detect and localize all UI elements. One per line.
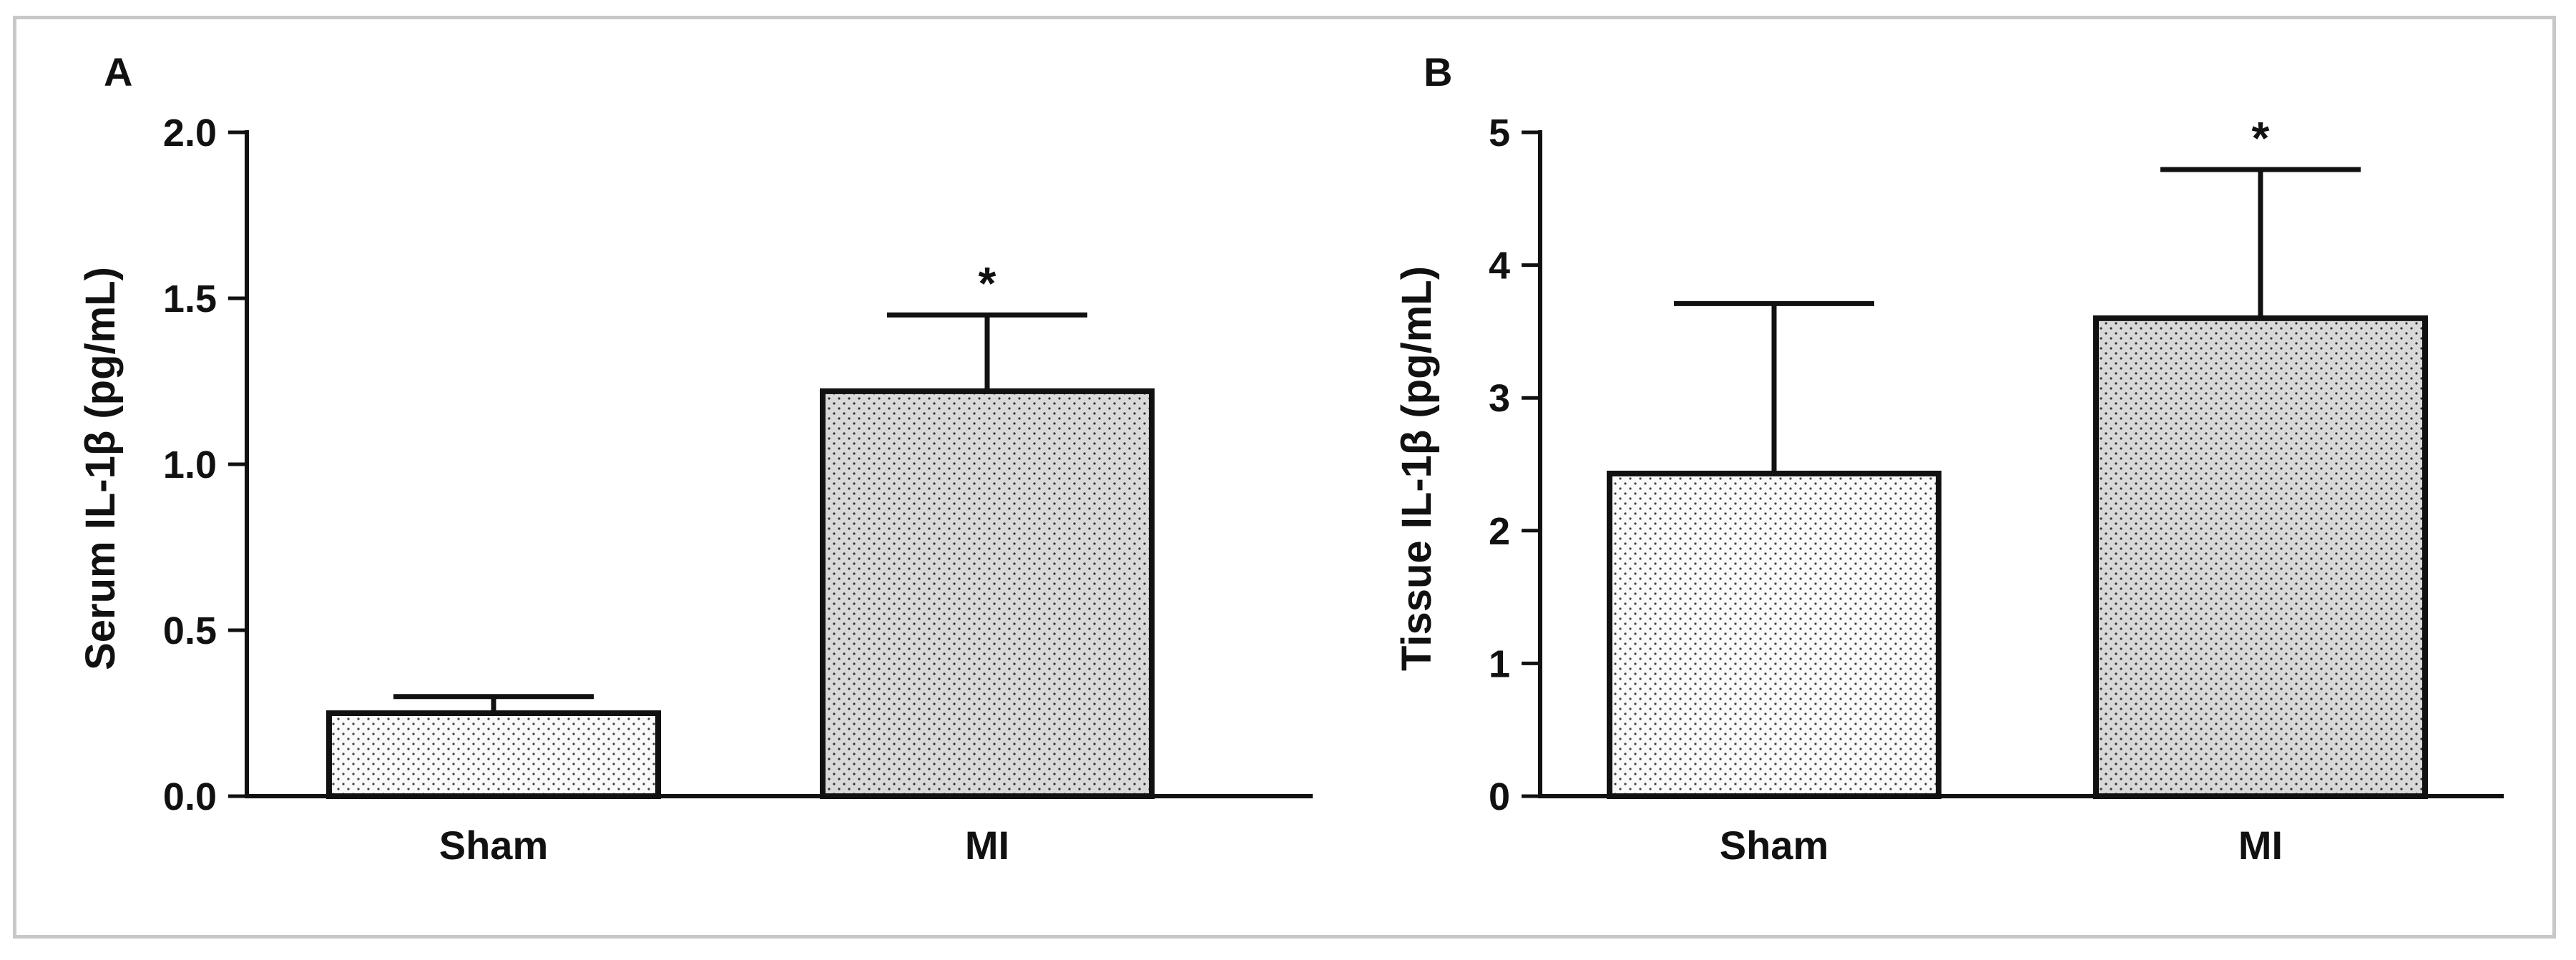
y-tick-label: 0.0 [163, 775, 217, 818]
panel-b: B Tissue IL-1β (pg/mL) 0 1 2 3 4 5 * Sham MI [1394, 49, 2504, 868]
panel-label-b: B [1424, 49, 1452, 94]
bar-sham [326, 710, 661, 799]
y-tick-label: 0.5 [163, 609, 217, 652]
x-tick-label-mi: MI [965, 823, 1009, 868]
y-tick-label: 1.0 [163, 444, 217, 486]
significance-marker: * [2252, 112, 2270, 164]
x-labels-b: Sham MI [1720, 823, 2283, 868]
y-ticks-b: 0 1 2 3 4 5 [1489, 112, 1540, 818]
y-tick-label: 1 [1489, 642, 1510, 685]
bars-b: * [1607, 112, 2428, 799]
y-tick-label: 2 [1489, 510, 1510, 553]
bar-mi [820, 388, 1155, 799]
bar-sham [1607, 470, 1941, 799]
y-tick-label: 3 [1489, 377, 1510, 420]
significance-marker: * [979, 258, 996, 309]
x-tick-label-mi: MI [2238, 823, 2283, 868]
bar-mi [2093, 315, 2428, 799]
panel-label-a: A [104, 49, 132, 94]
x-tick-label-sham: Sham [1720, 823, 1829, 868]
y-axis-label-b: Tissue IL-1β (pg/mL) [1394, 266, 1440, 671]
y-tick-label: 0 [1489, 775, 1510, 818]
y-tick-label: 2.0 [163, 112, 217, 155]
y-tick-label: 4 [1489, 245, 1510, 288]
x-tick-label-sham: Sham [439, 823, 549, 868]
y-axis-label-a: Serum IL-1β (pg/mL) [77, 267, 124, 670]
y-tick-label: 1.5 [163, 278, 217, 320]
bars-a: * [326, 258, 1155, 799]
panel-a: A Serum IL-1β (pg/mL) 0.00.51.01.52.0 * … [77, 49, 1313, 868]
y-tick-label: 5 [1489, 112, 1510, 155]
x-labels-a: Sham MI [439, 823, 1009, 868]
y-ticks-a: 0.0 0.5 1.0 1.5 2.0 [163, 112, 247, 818]
